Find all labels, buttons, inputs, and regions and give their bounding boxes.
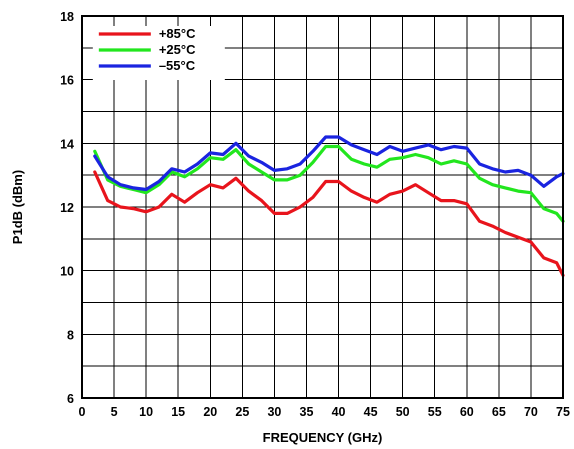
x-tick-label: 45 xyxy=(364,405,378,419)
x-tick-label: 25 xyxy=(235,405,249,419)
x-tick-label: 5 xyxy=(111,405,118,419)
y-tick-label: 6 xyxy=(67,392,74,406)
x-axis-title: FREQUENCY (GHz) xyxy=(263,430,383,445)
legend: +85°C+25°C–55°C xyxy=(93,26,225,80)
series-lines xyxy=(95,137,563,275)
y-tick-label: 16 xyxy=(60,74,74,88)
y-tick-label: 8 xyxy=(67,328,74,342)
y-tick-label: 10 xyxy=(60,265,74,279)
x-tick-label: 35 xyxy=(300,405,314,419)
series-line xyxy=(95,172,563,275)
y-tick-label: 18 xyxy=(60,10,74,24)
x-tick-label: 55 xyxy=(428,405,442,419)
legend-label: +25°C xyxy=(159,42,196,57)
x-tick-label: 70 xyxy=(524,405,538,419)
y-axis-title: P1dB (dBm) xyxy=(10,170,25,244)
x-tick-label: 60 xyxy=(460,405,474,419)
x-tick-label: 75 xyxy=(556,405,570,419)
y-tick-labels: 6 8 10 12 14 16 18 xyxy=(60,10,74,406)
x-tick-label: 50 xyxy=(396,405,410,419)
series-line xyxy=(95,147,563,222)
x-tick-label: 30 xyxy=(267,405,281,419)
x-tick-label: 15 xyxy=(171,405,185,419)
x-tick-label: 10 xyxy=(139,405,153,419)
legend-label: –55°C xyxy=(159,58,196,73)
y-tick-label: 12 xyxy=(60,201,74,215)
x-tick-labels: 0 5 10 15 20 25 30 35 40 45 50 55 60 65 70 75 xyxy=(79,405,570,419)
x-tick-label: 20 xyxy=(203,405,217,419)
legend-label: +85°C xyxy=(159,26,196,41)
x-tick-label: 0 xyxy=(79,405,86,419)
x-tick-label: 65 xyxy=(492,405,506,419)
x-tick-label: 40 xyxy=(332,405,346,419)
y-tick-label: 14 xyxy=(60,137,74,151)
